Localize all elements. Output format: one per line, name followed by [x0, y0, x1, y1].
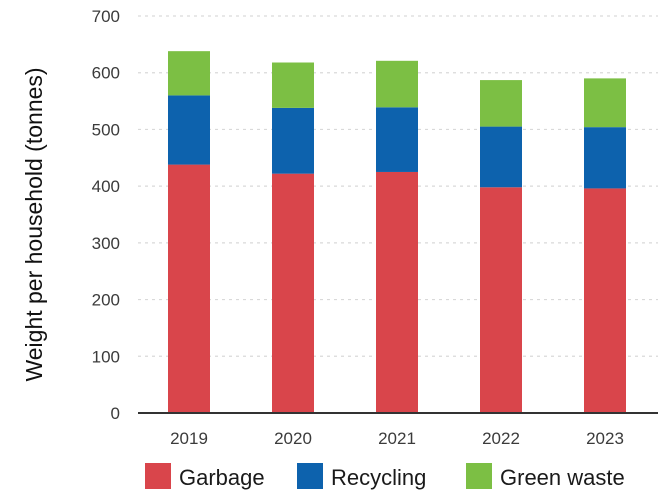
x-tick-label: 2019 [170, 429, 208, 448]
bar-segment-garbage-2020 [272, 173, 314, 413]
bar-segment-green-waste-2021 [376, 60, 418, 108]
bar-segment-recycling-2021 [376, 107, 418, 172]
x-axis-ticks: 2019 2020 2021 2022 2023 [170, 429, 624, 448]
bar-segment-green-waste-2023 [584, 78, 626, 128]
legend: Garbage Recycling Green waste [145, 463, 625, 490]
legend-swatch-recycling [297, 463, 323, 489]
x-tick-label: 2020 [274, 429, 312, 448]
x-tick-label: 2021 [378, 429, 416, 448]
bar-segment-recycling-2023 [584, 127, 626, 189]
x-tick-label: 2022 [482, 429, 520, 448]
bar-segment-garbage-2022 [480, 187, 522, 413]
y-tick-label: 300 [92, 234, 120, 253]
y-tick-label: 200 [92, 291, 120, 310]
bar-segment-green-waste-2019 [168, 51, 210, 96]
legend-label-garbage: Garbage [179, 465, 265, 490]
bar-segment-garbage-2019 [168, 164, 210, 413]
legend-swatch-garbage [145, 463, 171, 489]
bar-segment-green-waste-2022 [480, 80, 522, 127]
bar-segment-recycling-2019 [168, 95, 210, 165]
y-tick-label: 500 [92, 120, 120, 139]
legend-label-recycling: Recycling [331, 465, 426, 490]
y-axis-ticks: 0 100 200 300 400 500 600 700 [92, 7, 120, 423]
bar-segment-green-waste-2020 [272, 62, 314, 108]
y-tick-label: 700 [92, 7, 120, 26]
legend-label-green-waste: Green waste [500, 465, 625, 490]
legend-swatch-green-waste [466, 463, 492, 489]
bar-segment-garbage-2023 [584, 188, 626, 413]
y-tick-label: 400 [92, 177, 120, 196]
bars [168, 51, 626, 413]
bar-segment-recycling-2020 [272, 107, 314, 174]
y-tick-label: 100 [92, 347, 120, 366]
y-tick-label: 600 [92, 64, 120, 83]
bar-segment-garbage-2021 [376, 171, 418, 413]
bar-segment-recycling-2022 [480, 126, 522, 188]
y-axis-title: Weight per household (tonnes) [21, 67, 47, 381]
x-tick-label: 2023 [586, 429, 624, 448]
y-tick-label: 0 [111, 404, 120, 423]
